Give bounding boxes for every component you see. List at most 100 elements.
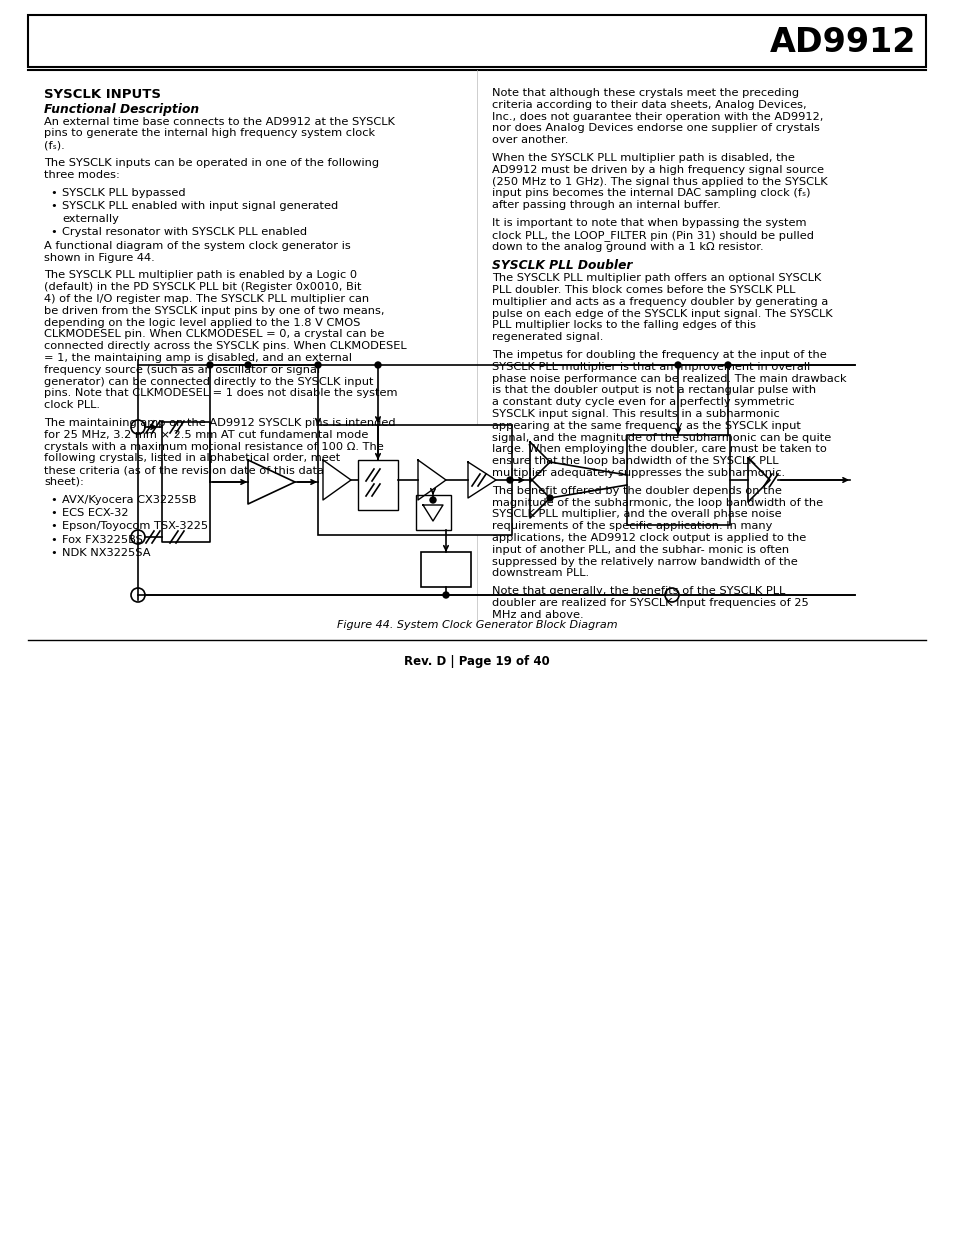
Text: regenerated signal.: regenerated signal. [492, 332, 602, 342]
Circle shape [245, 362, 251, 368]
Text: Rev. D | Page 19 of 40: Rev. D | Page 19 of 40 [404, 655, 549, 668]
Text: •: • [50, 188, 56, 198]
Text: (250 MHz to 1 GHz). The signal thus applied to the SYSCLK: (250 MHz to 1 GHz). The signal thus appl… [492, 177, 827, 186]
Text: Inc., does not guarantee their operation with the AD9912,: Inc., does not guarantee their operation… [492, 111, 822, 121]
Text: SYSCLK PLL bypassed: SYSCLK PLL bypassed [62, 188, 186, 198]
Text: (default) in the PD SYSCLK PLL bit (Register 0x0010, Bit: (default) in the PD SYSCLK PLL bit (Regi… [44, 283, 361, 293]
Text: crystals with a maximum motional resistance of 100 Ω. The: crystals with a maximum motional resista… [44, 442, 383, 452]
Text: SYSCLK PLL enabled with input signal generated: SYSCLK PLL enabled with input signal gen… [62, 201, 338, 211]
Text: connected directly across the SYSCLK pins. When CLKMODESEL: connected directly across the SYSCLK pin… [44, 341, 406, 351]
Text: PLL multiplier locks to the falling edges of this: PLL multiplier locks to the falling edge… [492, 320, 755, 331]
Circle shape [506, 477, 513, 483]
Text: AVX/Kyocera CX3225SB: AVX/Kyocera CX3225SB [62, 495, 196, 505]
Text: after passing through an internal buffer.: after passing through an internal buffer… [492, 200, 720, 210]
Text: The benefit offered by the doubler depends on the: The benefit offered by the doubler depen… [492, 485, 781, 495]
Text: CLKMODESEL pin. When CLKMODESEL = 0, a crystal can be: CLKMODESEL pin. When CLKMODESEL = 0, a c… [44, 330, 384, 340]
Text: a constant duty cycle even for a perfectly symmetric: a constant duty cycle even for a perfect… [492, 398, 794, 408]
Text: depending on the logic level applied to the 1.8 V CMOS: depending on the logic level applied to … [44, 317, 360, 327]
Text: AD9912 must be driven by a high frequency signal source: AD9912 must be driven by a high frequenc… [492, 164, 823, 175]
Text: •: • [50, 495, 56, 505]
Text: down to the analog ground with a 1 kΩ resistor.: down to the analog ground with a 1 kΩ re… [492, 242, 762, 252]
Text: doubler are realized for SYSCLK input frequencies of 25: doubler are realized for SYSCLK input fr… [492, 598, 808, 608]
Text: Epson/Toyocom TSX-3225: Epson/Toyocom TSX-3225 [62, 521, 208, 531]
Text: multiplier and acts as a frequency doubler by generating a: multiplier and acts as a frequency doubl… [492, 296, 827, 306]
Text: suppressed by the relatively narrow bandwidth of the: suppressed by the relatively narrow band… [492, 557, 797, 567]
Text: applications, the AD9912 clock output is applied to the: applications, the AD9912 clock output is… [492, 534, 805, 543]
Text: generator) can be connected directly to the SYSCLK input: generator) can be connected directly to … [44, 377, 374, 387]
Text: Note that although these crystals meet the preceding: Note that although these crystals meet t… [492, 88, 799, 98]
Text: ensure that the loop bandwidth of the SYSCLK PLL: ensure that the loop bandwidth of the SY… [492, 456, 778, 466]
Text: SYSCLK input signal. This results in a subharmonic: SYSCLK input signal. This results in a s… [492, 409, 779, 419]
Bar [420, 552, 471, 587]
Text: criteria according to their data sheets, Analog Devices,: criteria according to their data sheets,… [492, 100, 806, 110]
Bar [416, 495, 451, 530]
Text: It is important to note that when bypassing the system: It is important to note that when bypass… [492, 219, 805, 228]
Circle shape [442, 592, 449, 598]
Text: downstream PLL.: downstream PLL. [492, 568, 589, 578]
Text: Functional Description: Functional Description [44, 103, 199, 116]
Text: these criteria (as of the revision date of this data: these criteria (as of the revision date … [44, 466, 324, 475]
Text: (fₛ).: (fₛ). [44, 141, 65, 151]
Text: The SYSCLK PLL multiplier path offers an optional SYSCLK: The SYSCLK PLL multiplier path offers an… [492, 273, 821, 283]
Bar [357, 459, 397, 510]
Text: following crystals, listed in alphabetical order, meet: following crystals, listed in alphabetic… [44, 453, 340, 463]
Text: requirements of the specific application. In many: requirements of the specific application… [492, 521, 772, 531]
Text: Note that generally, the benefits of the SYSCLK PLL: Note that generally, the benefits of the… [492, 587, 784, 597]
Bar [28, 15, 925, 67]
Bar [626, 435, 729, 525]
Text: SYSCLK PLL multiplier, and the overall phase noise: SYSCLK PLL multiplier, and the overall p… [492, 509, 781, 520]
Text: pins. Note that CLKMODESEL = 1 does not disable the system: pins. Note that CLKMODESEL = 1 does not … [44, 388, 397, 399]
Text: MHz and above.: MHz and above. [492, 610, 583, 620]
Text: ECS ECX-32: ECS ECX-32 [62, 508, 129, 519]
Text: signal, and the magnitude of the subharmonic can be quite: signal, and the magnitude of the subharm… [492, 432, 830, 442]
Text: pulse on each edge of the SYSCLK input signal. The SYSCLK: pulse on each edge of the SYSCLK input s… [492, 309, 832, 319]
Text: •: • [50, 548, 56, 558]
Text: nor does Analog Devices endorse one supplier of crystals: nor does Analog Devices endorse one supp… [492, 124, 819, 133]
Text: over another.: over another. [492, 135, 568, 146]
Text: appearing at the same frequency as the SYSCLK input: appearing at the same frequency as the S… [492, 421, 800, 431]
Text: be driven from the SYSCLK input pins by one of two means,: be driven from the SYSCLK input pins by … [44, 306, 384, 316]
Text: Fox FX3225BS: Fox FX3225BS [62, 535, 143, 545]
Text: Crystal resonator with SYSCLK PLL enabled: Crystal resonator with SYSCLK PLL enable… [62, 227, 307, 237]
Text: SYSCLK PLL Doubler: SYSCLK PLL Doubler [492, 259, 632, 273]
Text: clock PLL, the LOOP_FILTER pin (Pin 31) should be pulled: clock PLL, the LOOP_FILTER pin (Pin 31) … [492, 230, 813, 241]
Circle shape [207, 362, 213, 368]
Text: sheet):: sheet): [44, 477, 84, 487]
Text: multiplier adequately suppresses the subharmonic.: multiplier adequately suppresses the sub… [492, 468, 784, 478]
Circle shape [724, 362, 730, 368]
Text: phase noise performance can be realized. The main drawback: phase noise performance can be realized.… [492, 374, 845, 384]
Circle shape [430, 496, 436, 503]
Text: = 1, the maintaining amp is disabled, and an external: = 1, the maintaining amp is disabled, an… [44, 353, 352, 363]
Text: for 25 MHz, 3.2 mm × 2.5 mm AT cut fundamental mode: for 25 MHz, 3.2 mm × 2.5 mm AT cut funda… [44, 430, 368, 440]
Text: pins to generate the internal high frequency system clock: pins to generate the internal high frequ… [44, 128, 375, 138]
Text: three modes:: three modes: [44, 169, 120, 180]
Text: •: • [50, 201, 56, 211]
Text: An external time base connects to the AD9912 at the SYSCLK: An external time base connects to the AD… [44, 116, 395, 127]
Text: The maintaining amp on the AD9912 SYSCLK pins is intended: The maintaining amp on the AD9912 SYSCLK… [44, 417, 395, 429]
Circle shape [314, 362, 320, 368]
Text: magnitude of the subharmonic, the loop bandwidth of the: magnitude of the subharmonic, the loop b… [492, 498, 822, 508]
Text: The SYSCLK PLL multiplier path is enabled by a Logic 0: The SYSCLK PLL multiplier path is enable… [44, 270, 356, 280]
Text: externally: externally [62, 214, 119, 225]
Text: AD9912: AD9912 [769, 26, 915, 59]
Circle shape [546, 495, 553, 501]
Text: shown in Figure 44.: shown in Figure 44. [44, 253, 154, 263]
Text: input of another PLL, and the subhar- monic is often: input of another PLL, and the subhar- mo… [492, 545, 788, 555]
Text: is that the doubler output is not a rectangular pulse with: is that the doubler output is not a rect… [492, 385, 815, 395]
Text: NDK NX3225SA: NDK NX3225SA [62, 548, 151, 558]
Text: large. When employing the doubler, care must be taken to: large. When employing the doubler, care … [492, 445, 826, 454]
Text: •: • [50, 521, 56, 531]
Text: A functional diagram of the system clock generator is: A functional diagram of the system clock… [44, 241, 351, 251]
Text: input pins becomes the internal DAC sampling clock (fₛ): input pins becomes the internal DAC samp… [492, 189, 810, 199]
Text: PLL doubler. This block comes before the SYSCLK PLL: PLL doubler. This block comes before the… [492, 285, 795, 295]
Text: SYSCLK PLL multiplier is that an improvement in overall: SYSCLK PLL multiplier is that an improve… [492, 362, 809, 372]
Text: The SYSCLK inputs can be operated in one of the following: The SYSCLK inputs can be operated in one… [44, 158, 378, 168]
Text: The impetus for doubling the frequency at the input of the: The impetus for doubling the frequency a… [492, 350, 826, 359]
Text: •: • [50, 508, 56, 519]
Circle shape [675, 362, 680, 368]
Text: •: • [50, 227, 56, 237]
Text: SYSCLK INPUTS: SYSCLK INPUTS [44, 88, 161, 101]
Circle shape [375, 362, 380, 368]
Text: Figure 44. System Clock Generator Block Diagram: Figure 44. System Clock Generator Block … [336, 620, 617, 630]
Text: 4) of the I/O register map. The SYSCLK PLL multiplier can: 4) of the I/O register map. The SYSCLK P… [44, 294, 369, 304]
